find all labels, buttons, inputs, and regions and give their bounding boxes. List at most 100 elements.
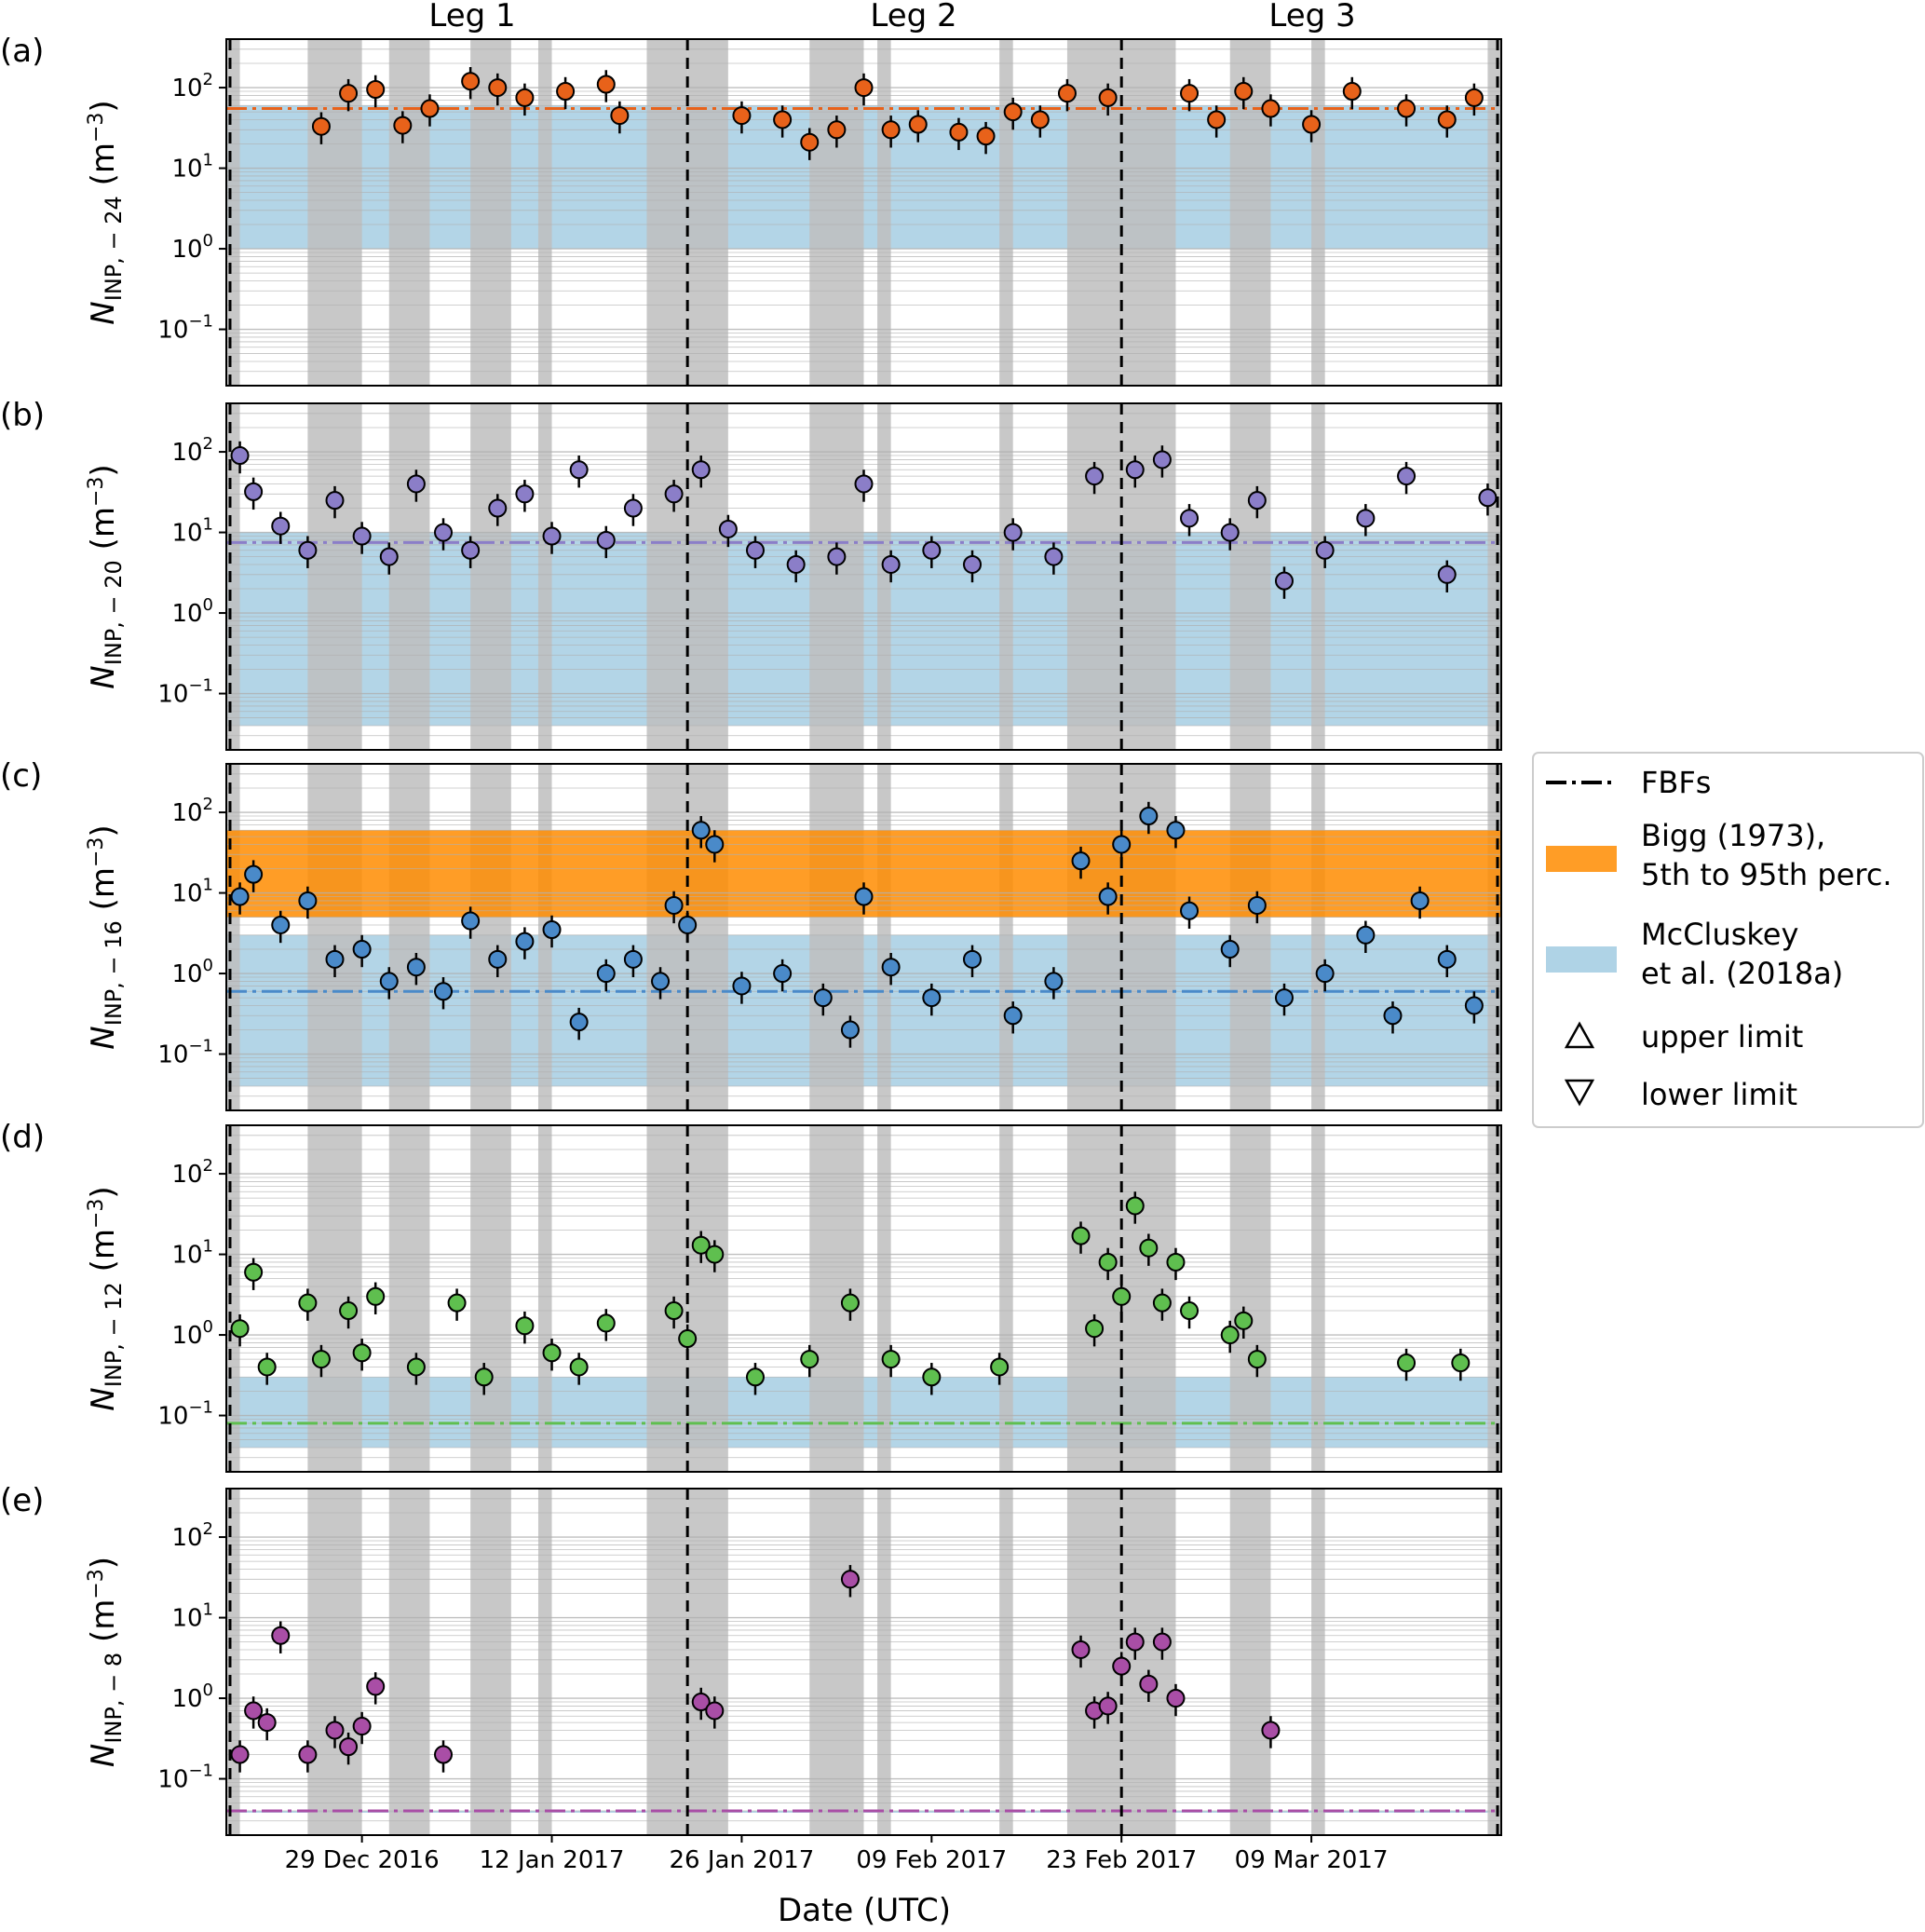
shade-period	[388, 1125, 430, 1472]
data-point	[1302, 115, 1322, 134]
shade-period	[646, 1489, 688, 1835]
x-tick-label: 12 Jan 2017	[480, 1846, 625, 1874]
data-point	[515, 484, 535, 504]
shade-period	[470, 1489, 511, 1835]
data-point	[352, 1343, 372, 1363]
data-point	[1071, 851, 1091, 871]
data-point	[1220, 1326, 1240, 1345]
data-point	[678, 915, 698, 934]
data-point	[244, 864, 264, 884]
y-tick-label: 10−1	[157, 312, 213, 345]
data-point	[325, 491, 345, 510]
legend-mccluskey-swatch	[1546, 946, 1617, 973]
y-tick-label: 101	[171, 876, 213, 908]
data-point	[1207, 110, 1227, 129]
data-point	[1464, 88, 1484, 107]
shade-period	[687, 403, 728, 750]
data-point	[1356, 509, 1376, 528]
data-point	[420, 99, 440, 118]
shade-period	[307, 764, 362, 1110]
data-point	[434, 982, 454, 1001]
data-point	[257, 1357, 277, 1377]
data-point	[881, 554, 901, 574]
data-point	[1464, 996, 1484, 1015]
legend-mccluskey-label-2: et al. (2018a)	[1641, 956, 1843, 991]
data-point	[1315, 540, 1335, 560]
data-point	[1098, 1252, 1118, 1272]
shade-period	[537, 1125, 552, 1472]
data-point	[1397, 1354, 1417, 1373]
data-point	[1166, 1252, 1186, 1272]
data-point	[678, 1329, 698, 1349]
shade-period	[1487, 1125, 1501, 1472]
data-point	[1152, 450, 1172, 469]
data-point	[705, 1701, 725, 1721]
leg-label-2: Leg 2	[870, 0, 956, 34]
shade-period	[809, 1489, 864, 1835]
y-axis-label: NINP, − 8 (m−3)	[85, 1557, 127, 1767]
data-point	[691, 460, 711, 480]
data-point	[1098, 88, 1118, 107]
data-point	[569, 1357, 589, 1377]
data-point	[556, 82, 576, 102]
panel-label: (b)	[0, 397, 45, 434]
shade-period	[388, 403, 430, 750]
shade-period	[537, 1489, 552, 1835]
data-point	[1003, 523, 1023, 542]
data-point	[691, 1235, 711, 1255]
shade-period	[1229, 764, 1271, 1110]
data-point	[325, 949, 345, 969]
y-tick-label: 102	[171, 1156, 213, 1189]
data-point	[1180, 1301, 1200, 1321]
shade-period	[1229, 403, 1271, 750]
data-point	[718, 519, 738, 538]
data-point	[1315, 964, 1335, 984]
data-point	[366, 1677, 386, 1696]
shade-period	[1066, 764, 1122, 1110]
data-point	[569, 460, 589, 480]
y-tick-label: 102	[171, 795, 213, 827]
shade-period	[388, 764, 430, 1110]
y-tick-label: 100	[171, 595, 213, 628]
data-point	[339, 84, 359, 103]
data-point	[271, 1626, 291, 1645]
data-point	[1166, 821, 1186, 840]
data-point	[963, 554, 983, 574]
shade-period	[307, 1125, 362, 1472]
data-point	[1152, 1293, 1172, 1313]
shade-period	[1311, 403, 1325, 750]
data-point	[1342, 82, 1362, 102]
data-point	[1247, 895, 1267, 915]
data-point	[352, 526, 372, 546]
data-point	[1152, 1632, 1172, 1652]
data-point	[1003, 102, 1023, 122]
data-point	[1098, 887, 1118, 906]
data-point	[827, 547, 847, 566]
data-point	[339, 1737, 359, 1757]
data-point	[325, 1721, 345, 1740]
data-point	[664, 895, 684, 915]
y-axis-label: NINP, − 16 (m−3)	[85, 824, 127, 1049]
data-point	[623, 498, 643, 518]
data-point	[1234, 82, 1254, 102]
data-point	[596, 75, 616, 94]
data-point	[1071, 1226, 1091, 1245]
shade-period	[1487, 39, 1501, 386]
shade-period	[809, 403, 864, 750]
shade-period	[1066, 1489, 1122, 1835]
shade-period	[646, 39, 688, 386]
data-point	[1234, 1311, 1254, 1330]
data-point	[854, 78, 874, 98]
panel-label: (a)	[0, 33, 44, 70]
panel-label: (d)	[0, 1119, 45, 1156]
data-point	[230, 1319, 250, 1339]
shade-period	[687, 1489, 728, 1835]
data-point	[651, 972, 671, 991]
y-tick-label: 101	[171, 515, 213, 548]
data-point	[1220, 523, 1240, 542]
data-point	[339, 1301, 359, 1321]
data-point	[773, 964, 793, 984]
shade-period	[877, 1489, 891, 1835]
shade-period	[388, 39, 430, 386]
